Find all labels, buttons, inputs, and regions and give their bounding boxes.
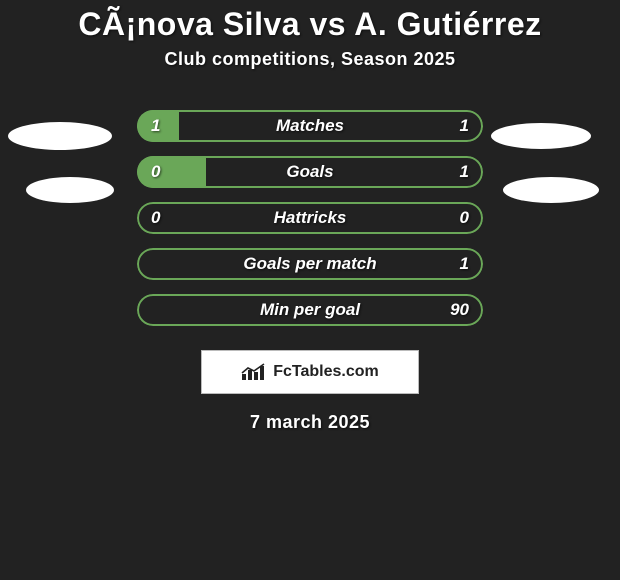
stat-row: 1 Goals per match	[137, 248, 483, 280]
source-badge: FcTables.com	[201, 350, 419, 394]
comparison-infographic: CÃ¡nova Silva vs A. Gutiérrez Club compe…	[0, 0, 620, 580]
stat-value-left: 0	[151, 208, 160, 228]
stat-value-right: 1	[460, 254, 469, 274]
stat-value-right: 90	[450, 300, 469, 320]
stat-row: 0 1 Goals	[137, 156, 483, 188]
page-title: CÃ¡nova Silva vs A. Gutiérrez	[0, 6, 620, 43]
decorative-ellipse	[26, 177, 114, 203]
stat-label: Goals per match	[243, 254, 376, 274]
chart-icon	[241, 363, 267, 381]
stat-fill-left	[137, 156, 206, 188]
stat-row: 0 0 Hattricks	[137, 202, 483, 234]
source-badge-text: FcTables.com	[273, 363, 379, 381]
stat-value-right: 1	[460, 162, 469, 182]
stat-row: 90 Min per goal	[137, 294, 483, 326]
decorative-ellipse	[491, 123, 591, 149]
stat-value-right: 1	[460, 116, 469, 136]
stat-value-left: 1	[151, 116, 160, 136]
stat-row: 1 1 Matches	[137, 110, 483, 142]
stat-label: Min per goal	[260, 300, 360, 320]
decorative-ellipse	[8, 122, 112, 150]
date-text: 7 march 2025	[0, 412, 620, 433]
stat-label: Hattricks	[274, 208, 347, 228]
stat-value-left: 0	[151, 162, 160, 182]
stat-label: Matches	[276, 116, 344, 136]
stat-value-right: 0	[460, 208, 469, 228]
stat-rows: 1 1 Matches 0 1 Goals 0 0 Hattricks 1 Goals per ma…	[137, 110, 483, 326]
page-subtitle: Club competitions, Season 2025	[0, 49, 620, 70]
decorative-ellipse	[503, 177, 599, 203]
stat-label: Goals	[286, 162, 333, 182]
